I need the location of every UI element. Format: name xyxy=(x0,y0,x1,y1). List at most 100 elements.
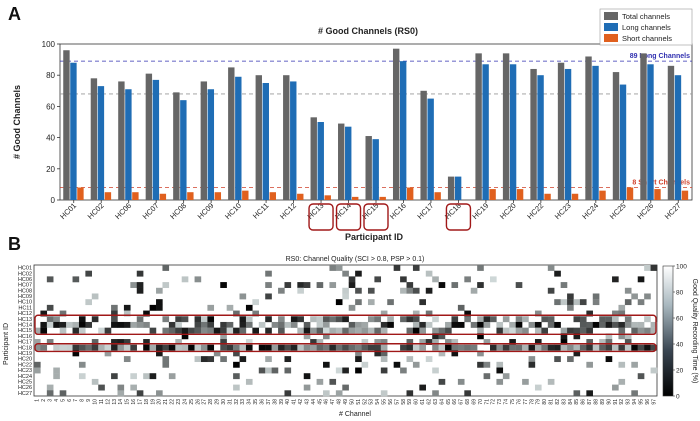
heatmap-cell xyxy=(457,321,465,328)
x-tick-label: HC27 xyxy=(663,201,683,221)
heatmap-cell xyxy=(111,321,118,328)
heatmap-cell xyxy=(547,287,555,294)
heatmap-cell xyxy=(348,304,356,311)
heatmap-cell xyxy=(323,333,330,340)
heatmap-cell xyxy=(573,344,581,351)
bar-short-channels xyxy=(599,190,606,200)
heatmap-cell xyxy=(419,339,426,345)
heatmap-cell xyxy=(515,282,523,288)
heatmap-cell xyxy=(432,344,439,351)
heatmap-cell xyxy=(496,321,504,328)
heatmap-cell xyxy=(342,270,349,277)
heatmap-cell xyxy=(528,344,536,351)
heatmap-cell xyxy=(554,270,561,277)
heatmap-cell xyxy=(554,344,561,351)
heatmap-cell xyxy=(123,339,131,345)
bar-short-channels xyxy=(104,192,112,200)
heatmap-cell xyxy=(464,316,471,323)
heatmap-cell xyxy=(380,310,388,317)
column-label: 86 xyxy=(581,399,587,405)
heatmap-cell xyxy=(335,265,343,271)
heatmap-cell xyxy=(438,344,446,351)
column-label: 85 xyxy=(574,399,580,405)
heatmap-cell xyxy=(181,333,189,340)
heatmap-cell xyxy=(367,299,375,306)
bar-short-channels xyxy=(297,193,304,200)
heatmap-cell xyxy=(573,316,581,323)
heatmap-cell xyxy=(650,344,658,351)
heatmap-cell xyxy=(136,316,144,323)
heatmap-cell xyxy=(406,356,414,363)
bar-total-channels xyxy=(420,90,427,200)
heatmap-cell xyxy=(374,276,382,283)
row-label: HC26 xyxy=(18,385,32,391)
heatmap-cell xyxy=(637,344,645,351)
heatmap-cell xyxy=(464,344,471,351)
column-label: 78 xyxy=(529,399,535,405)
heatmap-cell xyxy=(123,304,131,311)
heatmap-cell xyxy=(239,344,247,351)
heatmap-cell xyxy=(265,344,272,351)
heatmap-cell xyxy=(149,344,157,351)
x-tick-label: HC07 xyxy=(141,201,161,221)
heatmap-cell xyxy=(207,344,215,351)
heatmap-cell xyxy=(534,384,542,391)
bar-long-channels xyxy=(674,75,682,200)
column-label: 20 xyxy=(157,399,163,405)
heatmap-cell xyxy=(233,310,240,317)
row-label: HC11 xyxy=(18,305,32,311)
column-label: 13 xyxy=(112,399,118,405)
column-label: 3 xyxy=(48,399,54,402)
bar-short-channels xyxy=(571,193,579,200)
column-label: 61 xyxy=(420,399,426,405)
bar-total-channels xyxy=(475,53,482,200)
heatmap-cell xyxy=(335,367,343,374)
heatmap-cell xyxy=(412,361,420,368)
heatmap-cell xyxy=(380,350,388,357)
heatmap-cell xyxy=(271,321,279,328)
heatmap-cell xyxy=(220,327,227,334)
x-tick-label: HC22 xyxy=(525,201,545,221)
heatmap-cell xyxy=(278,321,285,328)
bar-long-channels xyxy=(482,64,489,200)
heatmap-cell xyxy=(573,327,581,334)
row-label: HC06 xyxy=(18,277,32,283)
column-label: 53 xyxy=(369,399,375,405)
heatmap-cell xyxy=(477,316,484,323)
x-tick-label: HC17 xyxy=(415,201,435,221)
bar-long-channels xyxy=(235,76,242,200)
y-tick-label: 60 xyxy=(46,102,55,111)
heatmap-cell xyxy=(554,299,561,306)
heatmap-cell xyxy=(432,333,439,340)
heatmap-cell xyxy=(599,321,606,328)
heatmap-cell xyxy=(579,344,587,351)
heatmap-cell xyxy=(393,265,401,271)
legend-swatch xyxy=(604,34,618,42)
heatmap-cell xyxy=(637,276,645,283)
heatmap-cell xyxy=(181,327,189,334)
heatmap-cell xyxy=(419,299,426,306)
row-label: HC01 xyxy=(18,266,32,272)
heatmap-cell xyxy=(53,344,60,351)
row-label: HC02 xyxy=(18,271,32,277)
heatmap-cell xyxy=(624,333,632,340)
heatmap-cell xyxy=(605,321,613,328)
bar-short-channels xyxy=(434,192,441,200)
heatmap-cell xyxy=(342,327,349,334)
heatmap-cell xyxy=(515,321,523,328)
heatmap-cell xyxy=(117,390,125,397)
heatmap-cell xyxy=(162,327,170,334)
heatmap-cell xyxy=(618,321,626,328)
heatmap-cell xyxy=(290,321,298,328)
heatmap-cell xyxy=(400,367,407,374)
heatmap-cell xyxy=(355,270,362,277)
heatmap-cell xyxy=(335,327,343,334)
column-label: 16 xyxy=(131,399,137,405)
bar-long-channels xyxy=(317,122,324,200)
column-label: 80 xyxy=(542,399,548,405)
heatmap-cell xyxy=(175,344,182,351)
heatmap-cell xyxy=(303,373,311,380)
bar-short-channels xyxy=(214,192,222,200)
heatmap-cell xyxy=(445,344,452,351)
heatmap-cell xyxy=(130,282,137,288)
